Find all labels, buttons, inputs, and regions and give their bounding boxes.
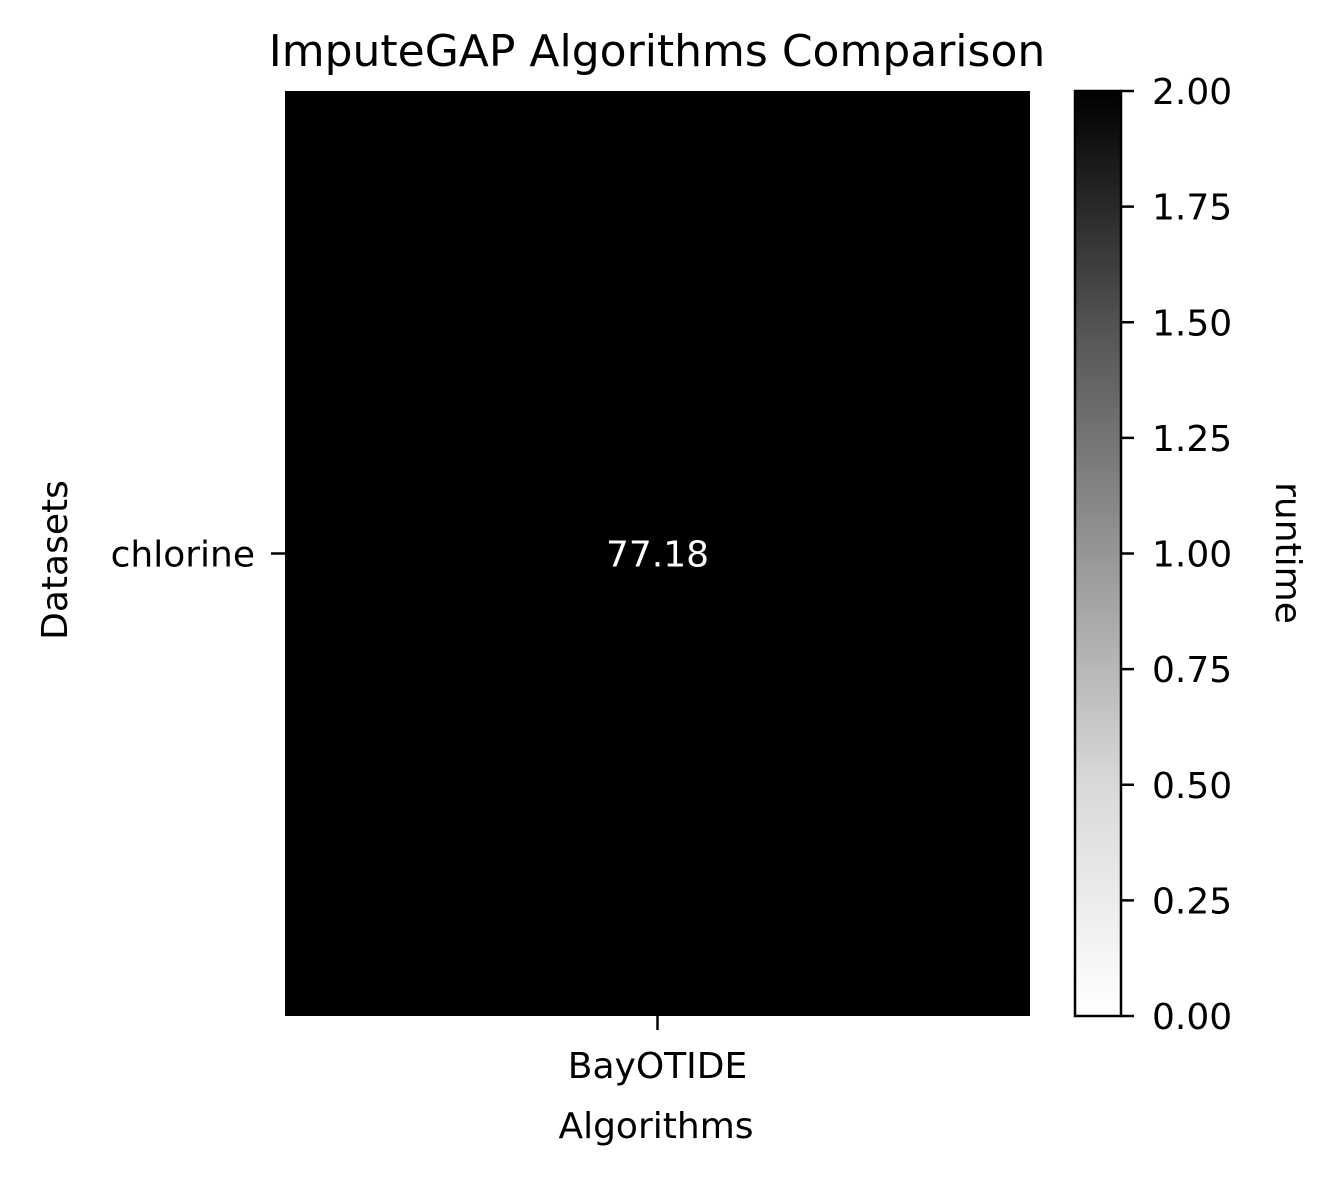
x-tick-label: BayOTIDE xyxy=(568,1046,747,1087)
colorbar-tick-label: 1.50 xyxy=(1152,303,1232,344)
heatmap-cells: 77.18 xyxy=(285,91,1030,1016)
cell-value-label: 77.18 xyxy=(606,535,709,576)
colorbar-tick-label: 0.75 xyxy=(1152,650,1232,691)
y-tick-label: chlorine xyxy=(111,535,255,576)
colorbar-tick-label: 1.00 xyxy=(1152,535,1232,576)
chart-title: ImputeGAP Algorithms Comparison xyxy=(269,26,1046,77)
colorbar-tick-label: 2.00 xyxy=(1152,72,1232,113)
colorbar xyxy=(1073,89,1123,1018)
colorbar-tick-label: 0.50 xyxy=(1152,766,1232,807)
colorbar-tick-label: 0.00 xyxy=(1152,997,1232,1038)
colorbar-label: runtime xyxy=(1267,482,1308,624)
colorbar-tick-label: 0.25 xyxy=(1152,881,1232,922)
colorbar-tick-label: 1.75 xyxy=(1152,188,1232,229)
heatmap-axes: BayOTIDE chlorine xyxy=(111,535,748,1088)
y-axis-label: Datasets xyxy=(35,480,76,640)
x-axis-label: Algorithms xyxy=(558,1106,753,1147)
heatmap-cell xyxy=(285,91,1030,1016)
colorbar-ticks: 0.00 0.25 0.50 0.75 1.00 1.25 1.50 1.75 2.00 xyxy=(1121,72,1232,1038)
colorbar-tick-label: 1.25 xyxy=(1152,419,1232,460)
